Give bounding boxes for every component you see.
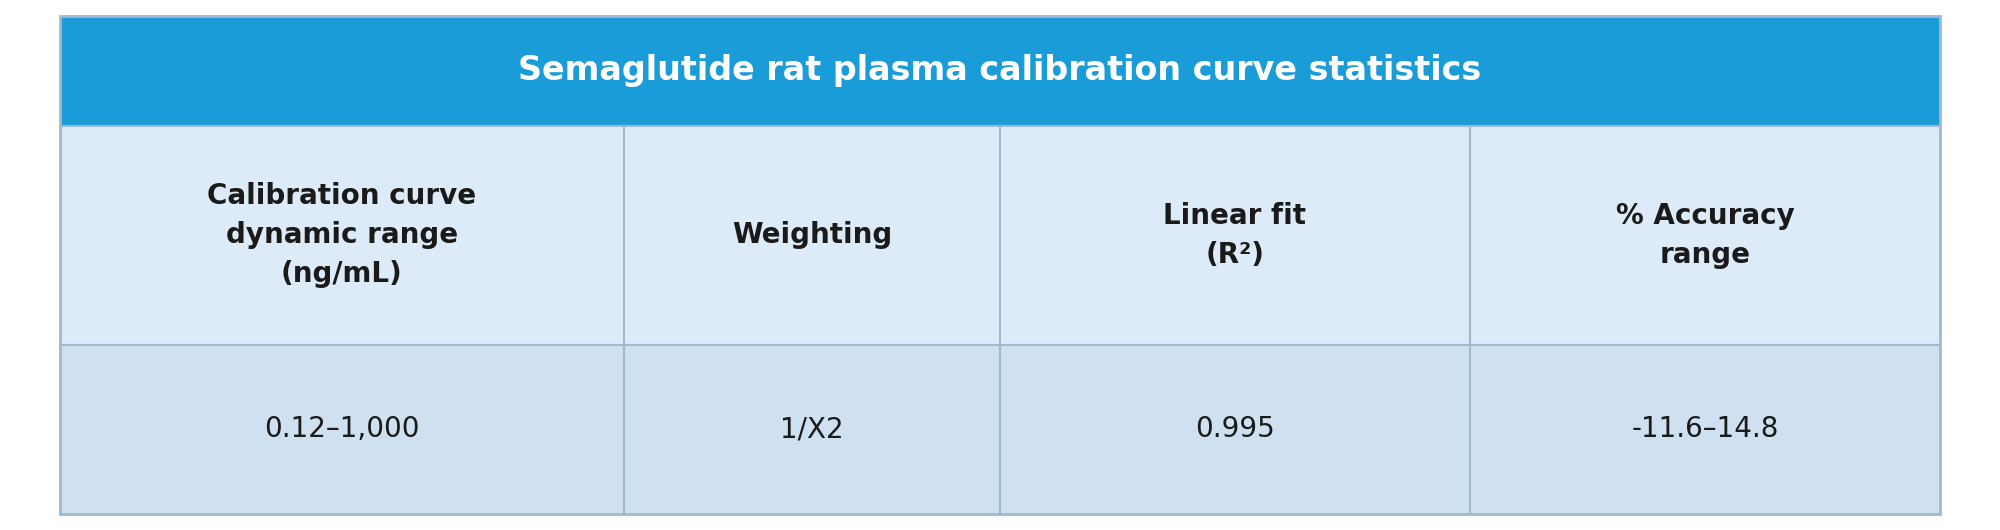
Text: 1/X2: 1/X2 [780,416,844,444]
Text: Weighting: Weighting [732,221,892,249]
Bar [60,126,1940,344]
Text: -11.6–14.8: -11.6–14.8 [1632,416,1778,444]
Text: Calibration curve
dynamic range
(ng/mL): Calibration curve dynamic range (ng/mL) [208,182,476,288]
Text: Linear fit
(R²): Linear fit (R²) [1164,201,1306,269]
Text: 0.995: 0.995 [1196,416,1274,444]
Text: % Accuracy
range: % Accuracy range [1616,201,1794,269]
Text: Semaglutide rat plasma calibration curve statistics: Semaglutide rat plasma calibration curve… [518,54,1482,87]
Text: 0.12–1,000: 0.12–1,000 [264,416,420,444]
Bar [60,16,1940,126]
Bar [60,344,1940,514]
